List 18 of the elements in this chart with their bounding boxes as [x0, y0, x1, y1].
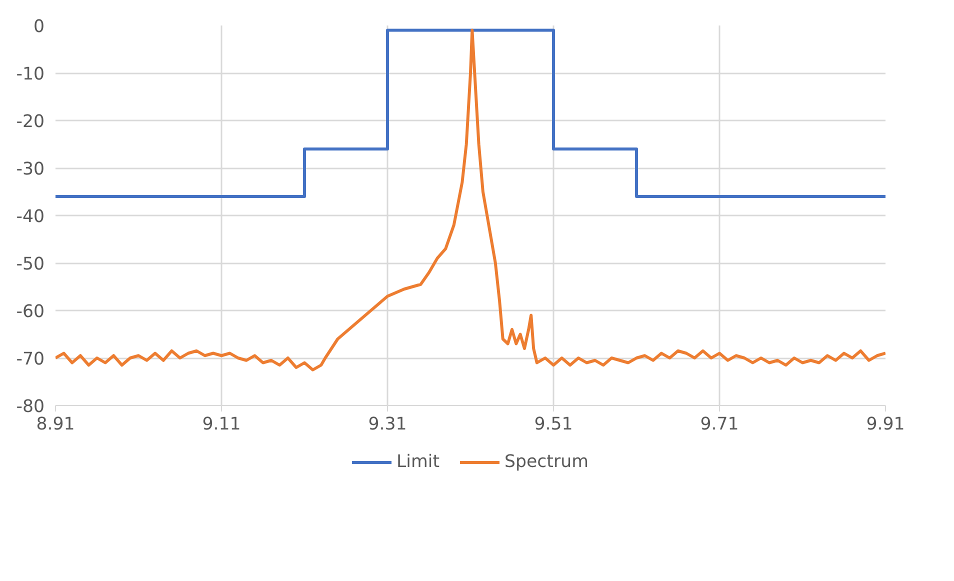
x-tick-label: 8.91 — [36, 414, 75, 434]
x-tick-label: 9.71 — [700, 414, 739, 434]
y-tick-label: -20 — [16, 112, 45, 132]
y-tick-label: -10 — [16, 64, 45, 84]
y-tick-label: -50 — [16, 254, 45, 274]
line-series — [56, 28, 886, 372]
legend-label: Spectrum — [504, 452, 588, 472]
x-tick-label: 9.51 — [534, 414, 573, 434]
y-tick-label: -30 — [16, 160, 45, 180]
x-tick-label: 9.31 — [368, 414, 407, 434]
y-tick-label: -80 — [16, 397, 45, 417]
y-tick-label: -60 — [16, 302, 45, 322]
x-tick-label: 9.11 — [202, 414, 241, 434]
legend-label: Limit — [396, 452, 440, 472]
y-tick-label: -40 — [16, 207, 45, 227]
y-tick-label: 0 — [33, 17, 45, 37]
y-tick-label: -70 — [16, 350, 45, 370]
x-tick-label: 9.91 — [866, 414, 905, 434]
